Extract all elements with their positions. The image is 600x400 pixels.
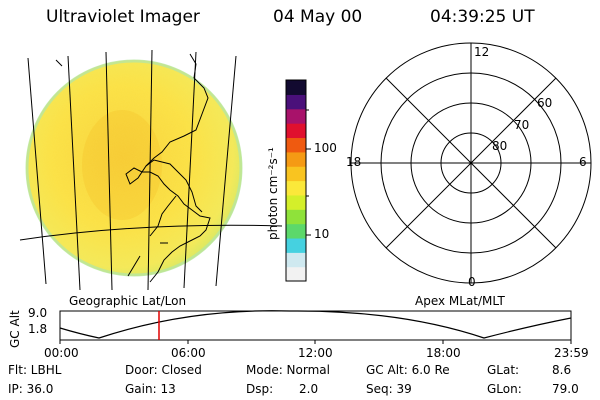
lat-80-label: 80 bbox=[492, 139, 508, 153]
colorbar-swatch bbox=[286, 80, 306, 95]
apex-caption: Apex MLat/MLT bbox=[415, 294, 505, 308]
glon-value: 79.0 bbox=[552, 382, 579, 396]
seq-info: Seq: 39 bbox=[366, 382, 412, 396]
dsp-label: Dsp: bbox=[246, 382, 274, 396]
altitude-plot bbox=[59, 310, 572, 344]
gain-info: Gain: 13 bbox=[125, 382, 176, 396]
colorbar-swatch bbox=[286, 237, 306, 253]
alt-tick-0600: 06:00 bbox=[171, 346, 206, 360]
mode-info: Mode: Normal bbox=[246, 363, 330, 377]
colorbar-swatch bbox=[286, 223, 306, 239]
colorbar-tick-100: 100 bbox=[314, 141, 337, 155]
mlt-12-label: 12 bbox=[474, 45, 490, 59]
polar-grid bbox=[350, 42, 592, 284]
time-label: 04:39:25 UT bbox=[430, 7, 535, 27]
mlt-6-label: 6 bbox=[579, 155, 587, 169]
glat-value: 8.6 bbox=[552, 363, 572, 377]
gc-alt-axis-label: GC Alt bbox=[8, 310, 22, 348]
colorbar bbox=[285, 79, 311, 282]
colorbar-unit-label: photon cm⁻²s⁻¹ bbox=[266, 147, 280, 240]
colorbar-swatch bbox=[286, 180, 306, 196]
colorbar-swatch bbox=[286, 209, 306, 225]
alt-y-top: 9.0 bbox=[28, 306, 48, 320]
alt-tick-0000: 00:00 bbox=[44, 346, 79, 360]
colorbar-swatch bbox=[286, 94, 306, 110]
alt-tick-1200: 12:00 bbox=[298, 346, 333, 360]
geographic-caption: Geographic Lat/Lon bbox=[69, 294, 187, 308]
mlt-0-label: 0 bbox=[468, 275, 476, 289]
mlt-18-label: 18 bbox=[346, 155, 362, 169]
colorbar-swatch bbox=[286, 166, 306, 182]
alt-y-bottom: 1.8 bbox=[28, 322, 48, 336]
date-label: 04 May 00 bbox=[273, 7, 363, 27]
alt-tick-2359: 23:59 bbox=[554, 346, 589, 360]
coastline bbox=[55, 53, 211, 283]
geo-grid bbox=[19, 49, 283, 291]
door-info: Door: Closed bbox=[125, 363, 202, 377]
dsp-value: 2.0 bbox=[299, 382, 319, 396]
lat-70-label: 70 bbox=[514, 118, 530, 132]
gc-alt-info: GC Alt: 6.0 Re bbox=[366, 363, 450, 377]
instrument-title: Ultraviolet Imager bbox=[46, 7, 200, 27]
glon-label: GLon: bbox=[487, 382, 522, 396]
alt-tick-1800: 18:00 bbox=[426, 346, 461, 360]
glat-label: GLat: bbox=[487, 363, 520, 377]
colorbar-swatch bbox=[286, 194, 306, 210]
colorbar-swatch bbox=[286, 266, 306, 282]
colorbar-swatch bbox=[286, 252, 306, 268]
colorbar-swatch bbox=[286, 123, 306, 139]
lat-60-label: 60 bbox=[537, 96, 553, 110]
colorbar-tick-10: 10 bbox=[314, 227, 330, 241]
filter-info: Flt: LBHL bbox=[8, 363, 62, 377]
colorbar-swatch bbox=[286, 137, 306, 153]
ip-info: IP: 36.0 bbox=[8, 382, 54, 396]
colorbar-swatch bbox=[286, 151, 306, 167]
colorbar-swatch bbox=[286, 108, 306, 124]
